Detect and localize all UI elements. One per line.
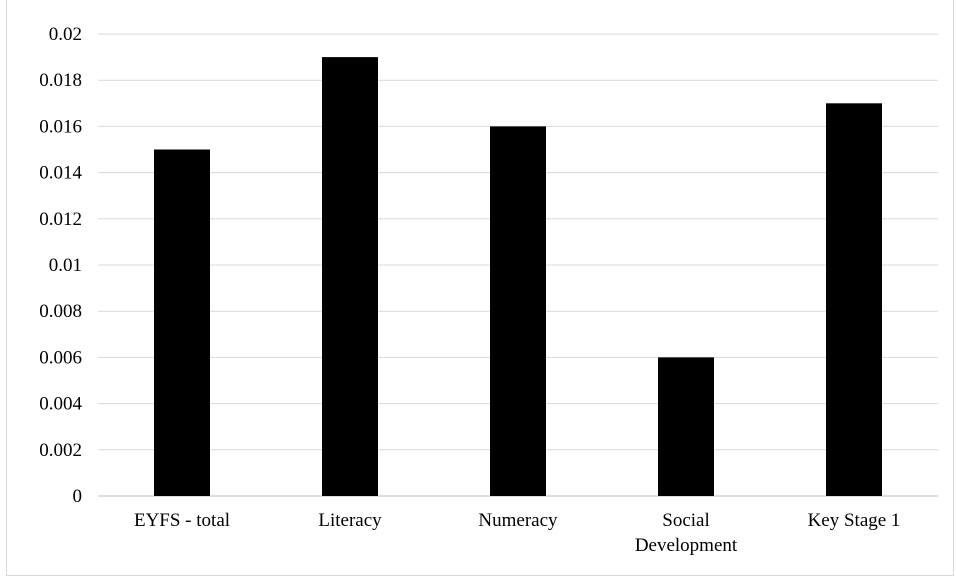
y-axis: 0 0.002 0.004 0.006 0.008 0.01 0.012 0.014 0.016…	[39, 24, 82, 507]
bar-numeracy	[490, 126, 546, 497]
y-tick-label: 0.02	[49, 24, 82, 45]
bar-key-stage-1	[826, 103, 882, 497]
x-tick-label: Numeracy	[478, 510, 558, 531]
bar-literacy	[322, 57, 378, 496]
y-tick-label: 0.006	[39, 347, 82, 368]
y-tick-label: 0.016	[39, 116, 82, 137]
y-tick-label: 0.012	[39, 209, 82, 230]
y-tick-label: 0.01	[49, 255, 82, 276]
y-tick-label: 0.004	[39, 394, 82, 415]
chart-frame	[6, 0, 954, 576]
y-tick-label: 0.008	[39, 301, 82, 322]
y-tick-label: 0	[73, 486, 83, 507]
x-tick-label: EYFS - total	[134, 510, 230, 531]
y-tick-label: 0.002	[39, 440, 82, 461]
bar-social-development	[658, 357, 714, 496]
x-tick-label: Social Development	[635, 510, 738, 556]
y-tick-label: 0.014	[39, 163, 82, 184]
bars	[154, 57, 882, 497]
bar-eyfs-total	[154, 149, 210, 496]
x-tick-label: Literacy	[318, 510, 382, 531]
x-tick-label: Key Stage 1	[808, 510, 901, 531]
x-axis: EYFS - total Literacy Numeracy Social Develo…	[134, 510, 900, 556]
y-tick-label: 0.018	[39, 70, 82, 91]
